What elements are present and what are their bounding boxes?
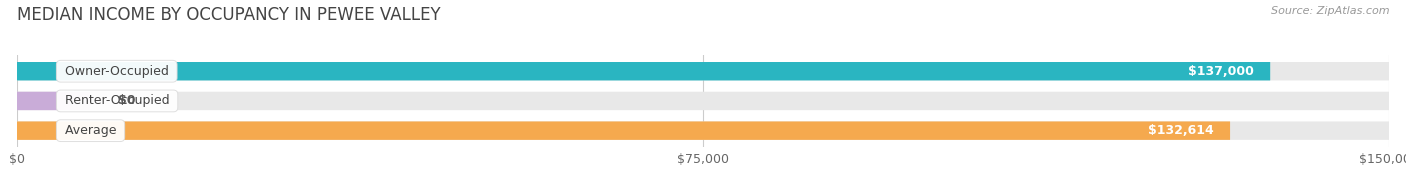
Text: $137,000: $137,000 <box>1188 65 1254 78</box>
Text: Renter-Occupied: Renter-Occupied <box>60 94 173 107</box>
Text: Owner-Occupied: Owner-Occupied <box>60 65 173 78</box>
FancyBboxPatch shape <box>17 92 90 110</box>
FancyBboxPatch shape <box>17 92 1389 110</box>
FancyBboxPatch shape <box>17 62 1389 80</box>
Text: MEDIAN INCOME BY OCCUPANCY IN PEWEE VALLEY: MEDIAN INCOME BY OCCUPANCY IN PEWEE VALL… <box>17 6 440 24</box>
FancyBboxPatch shape <box>17 122 1230 140</box>
Text: Average: Average <box>60 124 121 137</box>
FancyBboxPatch shape <box>17 62 1270 80</box>
Text: $132,614: $132,614 <box>1147 124 1213 137</box>
Text: Source: ZipAtlas.com: Source: ZipAtlas.com <box>1271 6 1389 16</box>
Text: $0: $0 <box>118 94 135 107</box>
FancyBboxPatch shape <box>17 122 1389 140</box>
